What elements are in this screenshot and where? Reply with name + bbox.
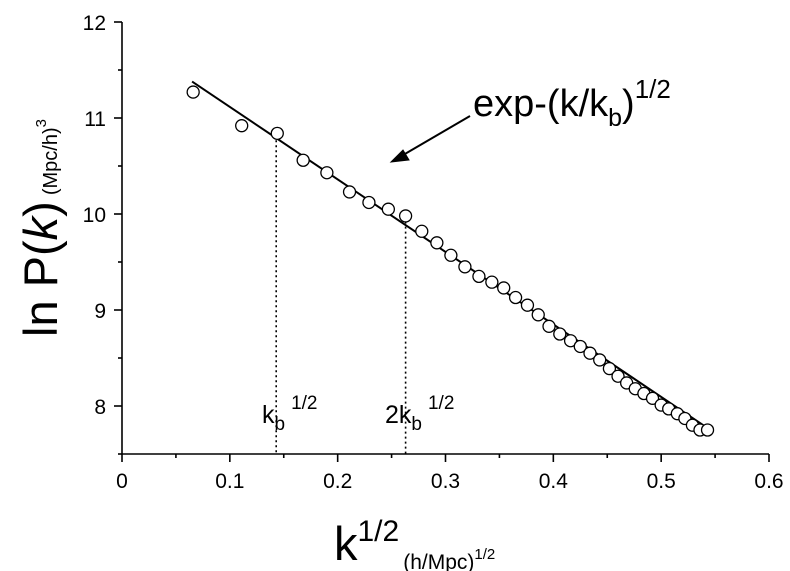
y-axis-label-suffix: ): [14, 201, 67, 217]
kb-label-main: k: [262, 401, 275, 429]
data-point: [700, 423, 715, 437]
data-point: [497, 281, 511, 295]
formula-superscript: 1/2: [635, 74, 671, 104]
data-point: [415, 224, 429, 238]
data-point: [593, 353, 607, 367]
two-kb-label-main: 2k: [385, 401, 412, 429]
data-point: [573, 339, 587, 354]
x-axis-label-main: k: [334, 517, 358, 570]
x-tick-label: 0.5: [647, 470, 676, 493]
data-point: [472, 269, 486, 284]
arrow-annotation: [389, 115, 471, 163]
data-point: [531, 308, 545, 322]
data-point: [296, 153, 310, 167]
data-point: [235, 119, 249, 133]
data-point: [520, 298, 535, 312]
data-point: [381, 202, 395, 216]
guide-lines: [275, 135, 407, 454]
data-point: [583, 346, 597, 360]
y-tick-label: 9: [94, 300, 106, 323]
formula-prefix: exp-(k/k: [473, 83, 609, 125]
data-point: [362, 195, 376, 210]
data-point: [553, 327, 567, 341]
formula-subscript: b: [608, 104, 622, 132]
x-tick-label: 0.6: [754, 470, 783, 493]
x-axis-unit-superscript: 1/2: [474, 546, 495, 563]
formula-annotation: exp-(k/kb)1/2: [473, 74, 671, 132]
y-axis-unit: (Mpc/h): [40, 127, 62, 195]
y-axis-label-italic: k: [14, 214, 67, 240]
two-kb-label-superscript: 1/2: [428, 393, 454, 414]
data-point: [563, 334, 578, 348]
y-tick-label: 11: [84, 108, 106, 131]
two-kb-label-subscript: b: [411, 414, 422, 435]
y-axis-unit-superscript: 3: [33, 119, 50, 127]
y-axis-label: ln P(k) (Mpc/h)3: [14, 119, 67, 337]
data-point: [430, 236, 444, 250]
data-points: [186, 85, 715, 437]
arrow-head: [389, 149, 410, 163]
arrow-shaft: [397, 115, 471, 159]
data-point: [444, 248, 458, 262]
data-point: [398, 209, 413, 223]
kb-label-subscript: b: [275, 414, 286, 435]
x-tick-label: 0.3: [431, 470, 460, 493]
y-axis-label-prefix: ln P(: [14, 240, 67, 337]
x-axis-label: k1/2(h/Mpc)1/2: [334, 515, 495, 571]
y-tick-label: 8: [94, 396, 106, 419]
data-point: [320, 166, 334, 180]
x-tick-label: 0: [116, 470, 128, 493]
y-tick-label: 10: [83, 204, 106, 227]
formula-close: ): [622, 83, 635, 125]
data-point: [542, 319, 556, 333]
axis-ticks: 0 0.1 0.2 0.3 0.4 0.5 0.6 8 9 10 11 12: [83, 12, 784, 493]
kb-label: kb1/2: [262, 393, 318, 435]
data-point: [186, 85, 200, 99]
data-point: [458, 260, 472, 274]
y-tick-label: 12: [83, 12, 106, 35]
plot-area: 0 0.1 0.2 0.3 0.4 0.5 0.6 8 9 10 11 12: [83, 12, 784, 493]
x-axis-unit: (h/Mpc): [403, 551, 474, 571]
x-tick-label: 0.1: [215, 470, 244, 493]
data-point: [602, 361, 617, 376]
data-point: [508, 290, 523, 305]
data-point: [611, 369, 625, 383]
two-kb-label: 2kb 1/2: [385, 393, 454, 435]
data-point: [342, 185, 357, 199]
data-point: [485, 275, 499, 289]
data-point: [645, 391, 660, 405]
x-tick-label: 0.2: [323, 470, 352, 493]
kb-label-superscript: 1/2: [291, 393, 317, 414]
data-point: [270, 126, 284, 141]
x-axis-label-superscript: 1/2: [358, 515, 400, 548]
x-tick-label: 0.4: [539, 470, 569, 493]
